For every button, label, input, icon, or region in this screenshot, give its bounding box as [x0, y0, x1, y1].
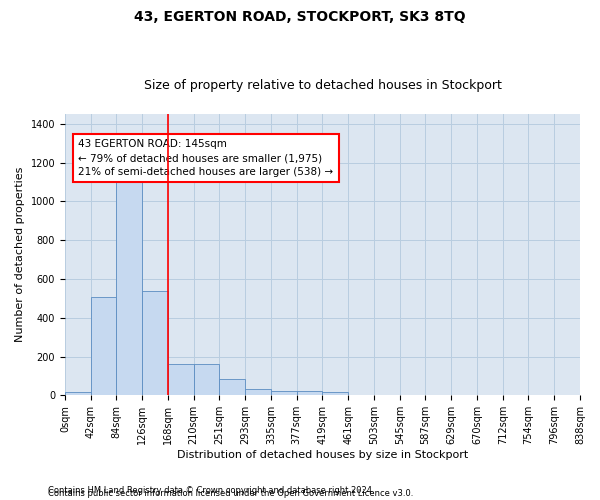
- Bar: [322, 392, 348, 396]
- Bar: [91, 298, 116, 396]
- Bar: [271, 391, 296, 396]
- X-axis label: Distribution of detached houses by size in Stockport: Distribution of detached houses by size …: [177, 450, 468, 460]
- Bar: [220, 379, 245, 396]
- Bar: [65, 392, 91, 396]
- Bar: [116, 170, 142, 396]
- Text: Contains public sector information licensed under the Open Government Licence v3: Contains public sector information licen…: [48, 488, 413, 498]
- Bar: [245, 388, 271, 396]
- Bar: [142, 290, 168, 396]
- Text: 43, EGERTON ROAD, STOCKPORT, SK3 8TQ: 43, EGERTON ROAD, STOCKPORT, SK3 8TQ: [134, 10, 466, 24]
- Y-axis label: Number of detached properties: Number of detached properties: [15, 167, 25, 342]
- Title: Size of property relative to detached houses in Stockport: Size of property relative to detached ho…: [143, 79, 502, 92]
- Text: Contains HM Land Registry data © Crown copyright and database right 2024.: Contains HM Land Registry data © Crown c…: [48, 486, 374, 495]
- Bar: [194, 364, 220, 396]
- Text: 43 EGERTON ROAD: 145sqm
← 79% of detached houses are smaller (1,975)
21% of semi: 43 EGERTON ROAD: 145sqm ← 79% of detache…: [78, 139, 334, 177]
- Bar: [168, 364, 194, 396]
- Bar: [296, 392, 322, 396]
